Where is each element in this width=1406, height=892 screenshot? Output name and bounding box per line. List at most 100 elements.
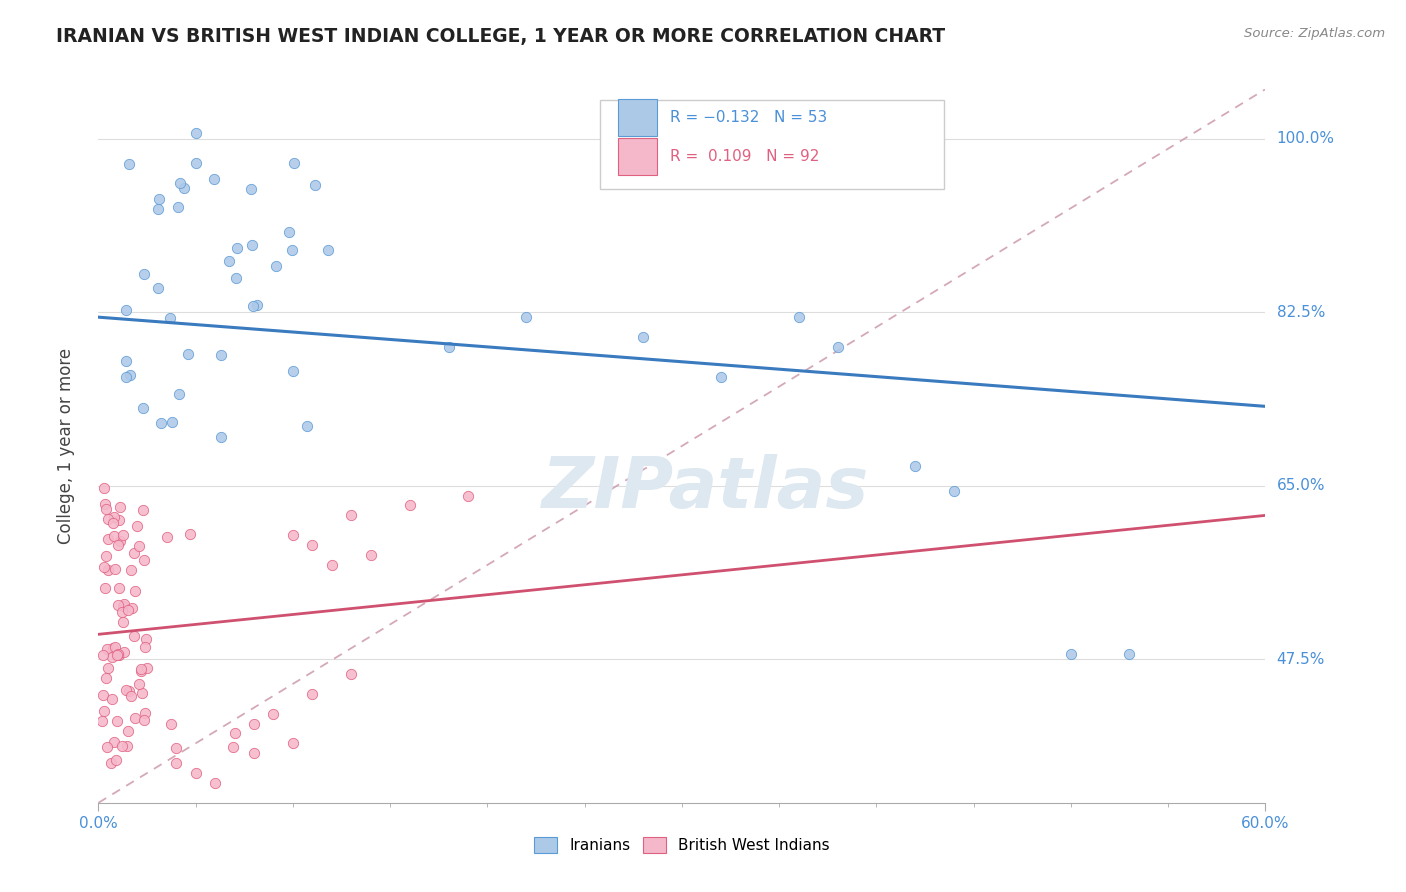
Point <box>135 661 157 675</box>
Legend: Iranians, British West Indians: Iranians, British West Indians <box>529 831 835 859</box>
Point <box>94 672 117 686</box>
Point <box>94 497 117 511</box>
Point <box>103 641 125 656</box>
Point <box>295 418 318 433</box>
Point <box>112 528 135 542</box>
Point <box>631 330 654 344</box>
Point <box>204 776 226 790</box>
Point <box>117 603 139 617</box>
Point <box>278 225 301 239</box>
Point <box>115 303 138 318</box>
Point <box>125 518 148 533</box>
Point <box>304 178 326 193</box>
Point <box>240 237 263 252</box>
Point <box>96 739 118 754</box>
Point <box>93 704 115 718</box>
Point <box>118 368 141 383</box>
Point <box>114 682 136 697</box>
Point <box>148 192 170 206</box>
Point <box>160 716 183 731</box>
Point <box>129 662 152 676</box>
Point <box>110 500 132 515</box>
Point <box>281 736 304 750</box>
Point <box>184 126 207 140</box>
Point <box>226 241 249 255</box>
Point <box>108 513 131 527</box>
Point <box>132 552 155 566</box>
Point <box>120 563 142 577</box>
Point <box>264 259 287 273</box>
Point <box>93 481 115 495</box>
Point <box>243 716 266 731</box>
Point <box>96 642 118 657</box>
Text: Source: ZipAtlas.com: Source: ZipAtlas.com <box>1244 27 1385 40</box>
Point <box>218 254 240 268</box>
FancyBboxPatch shape <box>600 100 945 189</box>
Point <box>148 202 170 217</box>
Point <box>316 243 339 257</box>
Point <box>515 310 537 325</box>
Point <box>398 499 420 513</box>
Point <box>262 706 284 721</box>
Point <box>91 714 114 729</box>
Point <box>209 348 232 362</box>
Point <box>131 401 153 416</box>
Point <box>321 558 343 572</box>
Point <box>224 726 246 740</box>
Point <box>97 533 120 547</box>
Point <box>112 645 135 659</box>
Point <box>104 640 127 655</box>
Point <box>124 711 146 725</box>
Point <box>101 649 124 664</box>
Point <box>128 539 150 553</box>
Point <box>134 640 156 654</box>
Point <box>457 489 479 503</box>
Point <box>167 387 190 401</box>
Point <box>710 369 733 384</box>
Point <box>94 549 117 563</box>
Point <box>165 756 187 771</box>
Text: 100.0%: 100.0% <box>1277 131 1334 146</box>
Point <box>105 714 128 728</box>
Point <box>131 686 153 700</box>
Point <box>94 502 117 516</box>
Text: 47.5%: 47.5% <box>1277 651 1324 666</box>
Point <box>827 340 849 354</box>
Point <box>111 606 134 620</box>
Point <box>167 200 190 214</box>
Point <box>128 677 150 691</box>
Point <box>111 739 134 753</box>
Point <box>173 181 195 195</box>
Point <box>155 530 177 544</box>
Point <box>93 581 115 595</box>
Point <box>91 648 114 662</box>
Point <box>149 417 172 431</box>
Point <box>107 538 129 552</box>
Point <box>111 615 134 629</box>
Point <box>93 559 115 574</box>
Text: IRANIAN VS BRITISH WEST INDIAN COLLEGE, 1 YEAR OR MORE CORRELATION CHART: IRANIAN VS BRITISH WEST INDIAN COLLEGE, … <box>56 27 945 45</box>
Point <box>103 529 125 543</box>
Point <box>202 172 225 186</box>
Point <box>281 364 304 378</box>
Point <box>115 369 138 384</box>
Point <box>104 753 127 767</box>
Point <box>787 310 810 325</box>
Point <box>101 516 124 530</box>
Point <box>160 415 183 429</box>
Point <box>118 684 141 698</box>
Point <box>301 538 323 552</box>
Point <box>100 756 122 770</box>
Point <box>124 628 146 642</box>
Point <box>281 244 304 258</box>
Point <box>159 311 181 326</box>
Y-axis label: College, 1 year or more: College, 1 year or more <box>56 348 75 544</box>
Point <box>943 483 966 498</box>
Point <box>134 706 156 720</box>
Point <box>225 271 247 285</box>
Point <box>243 746 266 760</box>
Point <box>134 267 156 281</box>
Point <box>97 661 120 675</box>
Point <box>146 281 169 295</box>
Point <box>112 599 135 613</box>
